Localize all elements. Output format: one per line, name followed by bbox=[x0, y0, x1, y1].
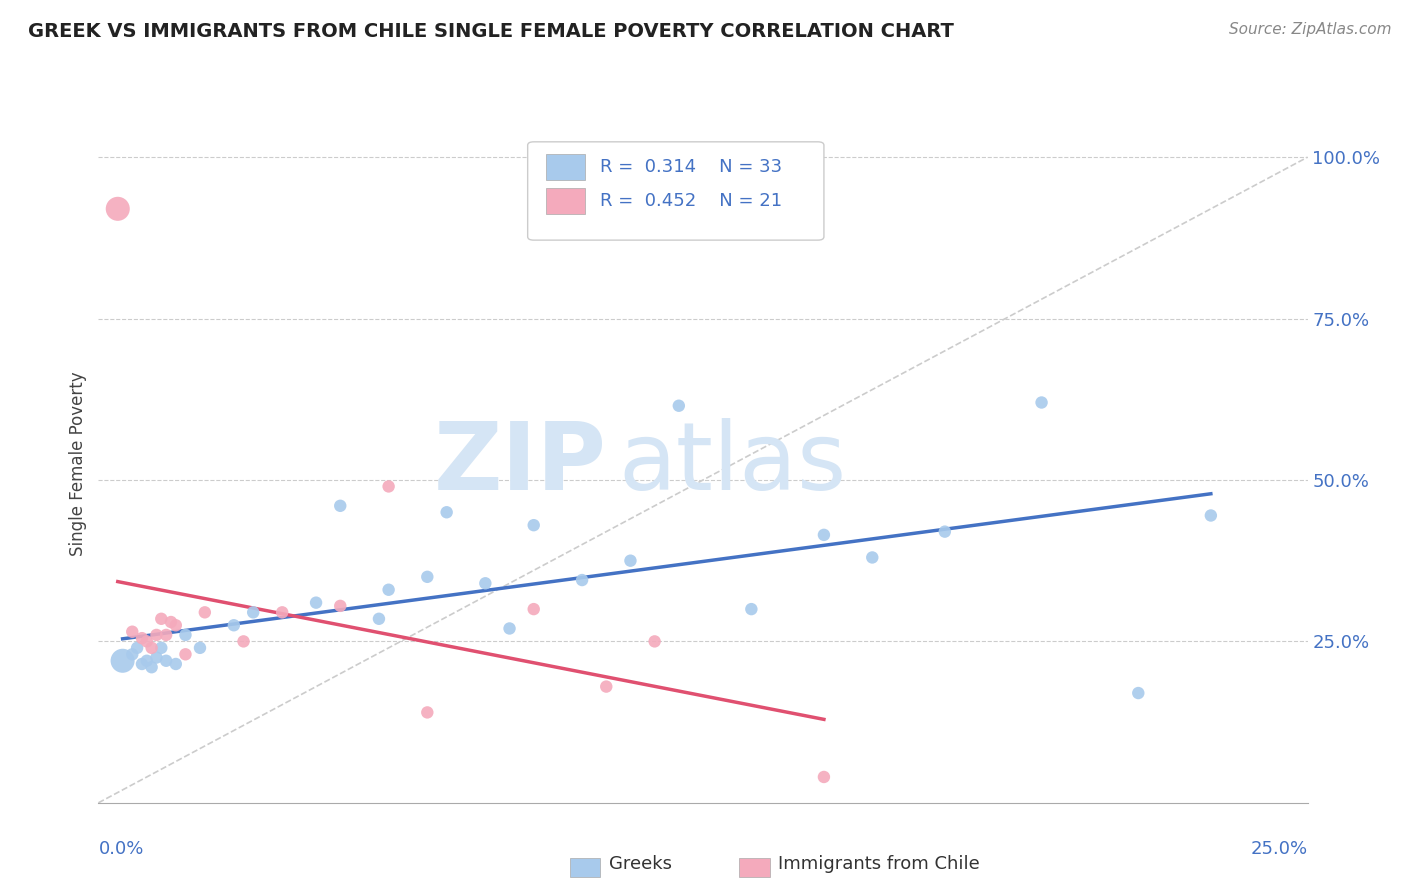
Point bbox=[377, 479, 399, 493]
FancyBboxPatch shape bbox=[527, 142, 824, 240]
Point bbox=[329, 599, 352, 613]
Point bbox=[368, 612, 391, 626]
Text: 25.0%: 25.0% bbox=[1250, 840, 1308, 858]
Bar bbox=[569, 858, 600, 878]
Text: R =  0.452    N = 21: R = 0.452 N = 21 bbox=[600, 192, 782, 210]
Text: Greeks: Greeks bbox=[609, 855, 672, 872]
Point bbox=[141, 640, 163, 655]
Point bbox=[121, 624, 143, 639]
Point bbox=[242, 605, 264, 619]
Point bbox=[668, 399, 690, 413]
Point bbox=[141, 660, 163, 674]
Point bbox=[1128, 686, 1150, 700]
Point bbox=[305, 596, 328, 610]
Point bbox=[174, 648, 197, 662]
Point bbox=[860, 550, 883, 565]
Point bbox=[165, 657, 187, 671]
Point bbox=[436, 505, 458, 519]
Point bbox=[740, 602, 762, 616]
Point bbox=[1031, 395, 1053, 409]
Point bbox=[155, 654, 177, 668]
Point bbox=[160, 615, 183, 629]
Point bbox=[174, 628, 197, 642]
Point bbox=[145, 650, 167, 665]
Text: 0.0%: 0.0% bbox=[98, 840, 143, 858]
Point bbox=[131, 657, 153, 671]
Point bbox=[619, 554, 641, 568]
Point bbox=[150, 640, 173, 655]
Point bbox=[165, 618, 187, 632]
Text: ZIP: ZIP bbox=[433, 417, 606, 510]
Point bbox=[111, 654, 134, 668]
Point bbox=[271, 605, 294, 619]
Point bbox=[131, 631, 153, 645]
Point bbox=[135, 634, 157, 648]
Point bbox=[595, 680, 617, 694]
Point bbox=[377, 582, 399, 597]
Point bbox=[1199, 508, 1222, 523]
Point bbox=[127, 640, 149, 655]
Point bbox=[474, 576, 496, 591]
Bar bbox=[546, 154, 585, 180]
Point bbox=[150, 612, 173, 626]
Y-axis label: Single Female Poverty: Single Female Poverty bbox=[69, 372, 87, 556]
Point bbox=[121, 648, 143, 662]
Text: atlas: atlas bbox=[619, 417, 846, 510]
Point bbox=[155, 628, 177, 642]
Point bbox=[523, 602, 546, 616]
Text: Source: ZipAtlas.com: Source: ZipAtlas.com bbox=[1229, 22, 1392, 37]
Point bbox=[194, 605, 217, 619]
Bar bbox=[740, 858, 769, 878]
Point bbox=[329, 499, 352, 513]
Point bbox=[188, 640, 211, 655]
Point bbox=[523, 518, 546, 533]
Point bbox=[416, 570, 439, 584]
Point bbox=[571, 573, 593, 587]
Text: R =  0.314    N = 33: R = 0.314 N = 33 bbox=[600, 158, 782, 176]
Point bbox=[644, 634, 666, 648]
Point bbox=[498, 622, 520, 636]
Point bbox=[135, 654, 157, 668]
Point bbox=[416, 706, 439, 720]
Point bbox=[934, 524, 956, 539]
Point bbox=[107, 202, 129, 216]
Point bbox=[813, 528, 835, 542]
Point bbox=[222, 618, 245, 632]
Point bbox=[145, 628, 167, 642]
Text: Immigrants from Chile: Immigrants from Chile bbox=[778, 855, 980, 872]
Bar bbox=[546, 188, 585, 214]
Point bbox=[232, 634, 254, 648]
Point bbox=[813, 770, 835, 784]
Text: GREEK VS IMMIGRANTS FROM CHILE SINGLE FEMALE POVERTY CORRELATION CHART: GREEK VS IMMIGRANTS FROM CHILE SINGLE FE… bbox=[28, 22, 955, 41]
